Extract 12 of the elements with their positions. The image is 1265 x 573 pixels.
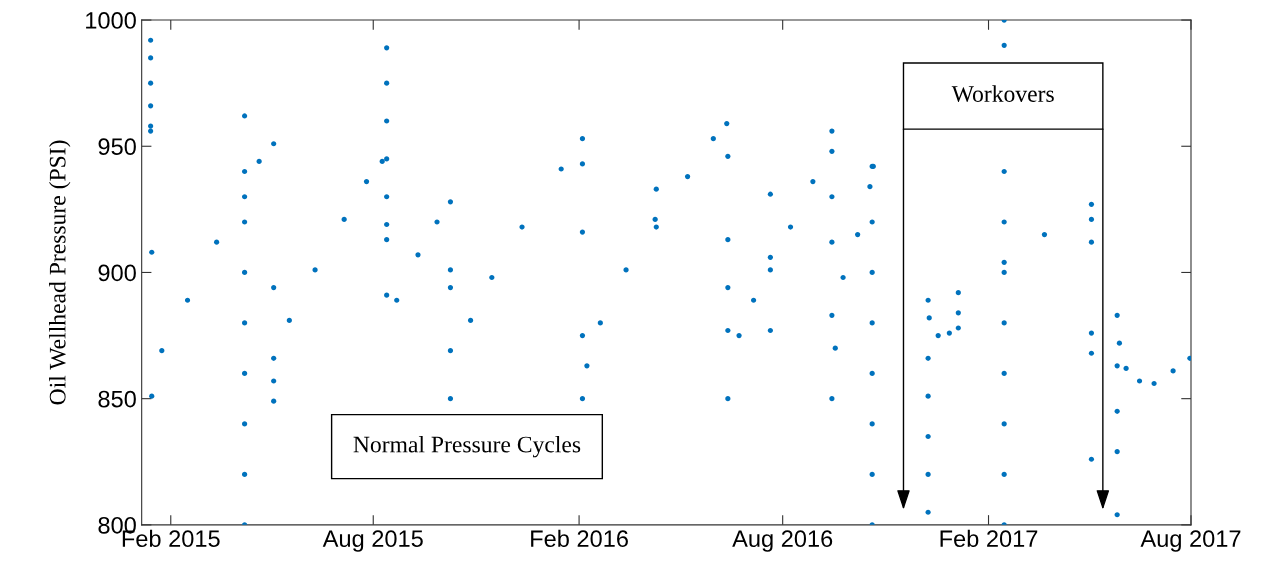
y-tick-label: 950 [98,138,136,156]
x-tick-label: Aug 2015 [322,530,423,552]
annotation: Workovers [951,85,1054,103]
y-tick-label: 900 [98,264,136,282]
x-tick-label: Aug 2016 [732,530,833,552]
x-tick-label: Aug 2017 [1140,530,1241,552]
x-tick-label: Feb 2016 [531,529,628,548]
y-tick-label: 1000 [86,12,136,29]
y-axis-title: Oil Wellhead Pressure (PSI) [49,140,71,405]
y-tick-label: 850 [98,390,136,408]
annotation: Normal Pressure Cycles [353,435,581,458]
x-tick-label: Feb 2017 [940,529,1038,548]
